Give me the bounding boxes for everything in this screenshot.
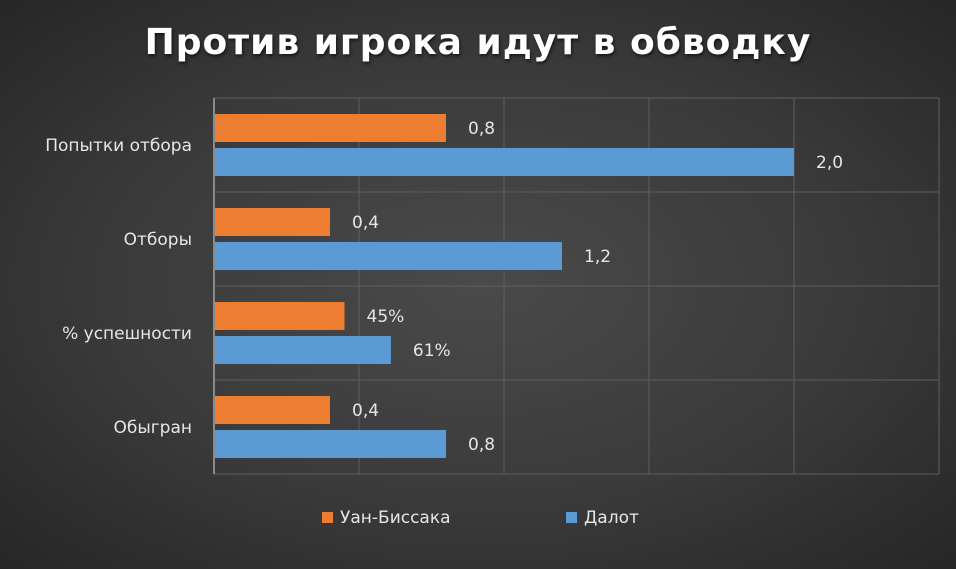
bar-wan-bissaka [215,114,446,142]
data-label: 0,8 [468,435,495,455]
bar-dalot [215,430,446,458]
data-label: 2,0 [816,153,843,173]
bar-dalot [215,148,794,176]
legend-label: Уан-Биссака [340,508,451,528]
data-label: 0,4 [352,213,379,233]
data-label: 61% [413,341,451,361]
data-label: 0,4 [352,401,379,421]
chart-title: Против игрока идут в обводку [144,22,812,63]
category-label: % успешности [62,324,192,344]
category-label: Обыгран [113,418,192,438]
legend-label: Далот [584,508,639,528]
bar-wan-bissaka [215,208,330,236]
bar-wan-bissaka [215,302,345,330]
bar-dalot [215,336,391,364]
bar-wan-bissaka [215,396,330,424]
category-label: Отборы [124,230,192,250]
legend-swatch [322,512,333,523]
data-label: 1,2 [584,247,611,267]
legend-swatch [566,512,577,523]
data-label: 45% [367,307,405,327]
data-label: 0,8 [468,119,495,139]
bar-dalot [215,242,562,270]
category-label: Попытки отбора [45,136,192,156]
